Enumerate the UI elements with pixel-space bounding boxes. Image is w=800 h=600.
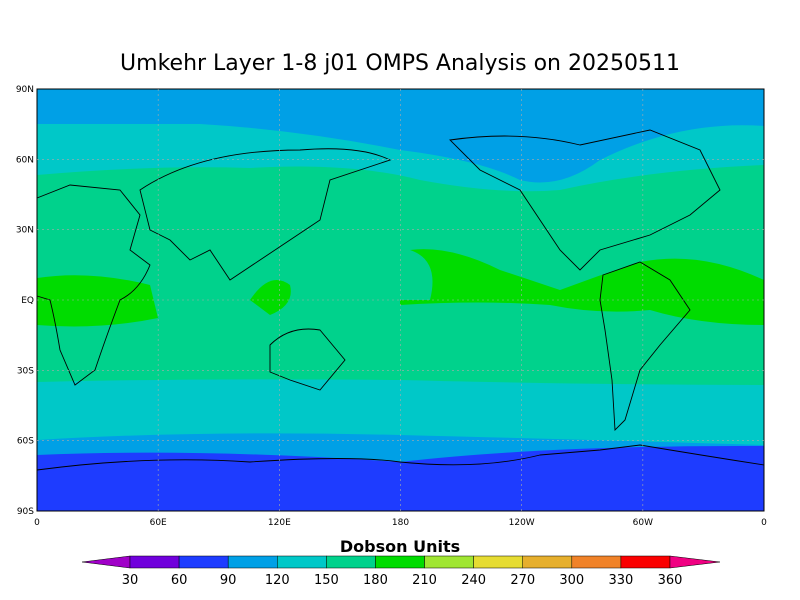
lon-label: 60W (633, 518, 653, 528)
lon-label: 0 (761, 518, 767, 528)
lat-label: EQ (21, 296, 34, 306)
colorbar-segment (227, 555, 278, 569)
colorbar-segment (522, 555, 573, 569)
colorbar-segment (424, 555, 474, 569)
lat-label: 60N (16, 155, 34, 165)
lat-label: 90S (17, 507, 34, 517)
colorbar-label: 150 (314, 573, 339, 588)
colorbar-label: 30 (122, 573, 139, 588)
colorbar-label: 210 (412, 573, 437, 588)
colorbar-over (669, 555, 721, 569)
colorbar-segment (178, 555, 229, 569)
equatorial-patch (37, 275, 158, 327)
colorbar-segment (326, 555, 376, 569)
coastline (449, 129, 721, 271)
coastline (269, 328, 346, 391)
colorbar-label: 180 (363, 573, 388, 588)
equatorial-patch (400, 249, 764, 325)
lon-label: 180 (392, 518, 409, 528)
lon-label: 120W (509, 518, 535, 528)
colorbar-label: 240 (461, 573, 486, 588)
band-low (37, 445, 764, 511)
colorbar: 30 60 90 120 150 180 210 240 270 300 330 360 (81, 555, 721, 588)
colorbar-label: 330 (608, 573, 633, 588)
lat-label: 30N (16, 226, 34, 236)
colorbar-label: 60 (171, 573, 188, 588)
colorbar-segment (571, 555, 622, 569)
colorbar-label: 300 (559, 573, 584, 588)
lon-label: 60E (150, 518, 167, 528)
colorbar-label: 270 (510, 573, 535, 588)
lon-label: 0 (34, 518, 40, 528)
colorbar-segment (473, 555, 523, 569)
equatorial-patch (250, 280, 291, 315)
coastline (599, 261, 691, 432)
coastline (36, 184, 151, 386)
lat-label: 90N (16, 85, 34, 95)
colorbar-label: 90 (220, 573, 237, 588)
lat-label: 30S (17, 366, 34, 376)
lat-label: 60S (17, 437, 34, 447)
lon-label: 120E (268, 518, 291, 528)
map-title: Umkehr Layer 1-8 j01 OMPS Analysis on 20… (120, 51, 680, 76)
coastline (139, 148, 392, 281)
colorbar-segment (129, 555, 180, 569)
colorbar-segment (620, 555, 671, 569)
colorbar-under (81, 555, 131, 569)
colorbar-title: Dobson Units (340, 537, 460, 556)
coastline (36, 444, 765, 471)
colorbar-label: 120 (265, 573, 290, 588)
colorbar-label: 360 (658, 573, 683, 588)
colorbar-segment (277, 555, 327, 569)
colorbar-segment (375, 555, 425, 569)
